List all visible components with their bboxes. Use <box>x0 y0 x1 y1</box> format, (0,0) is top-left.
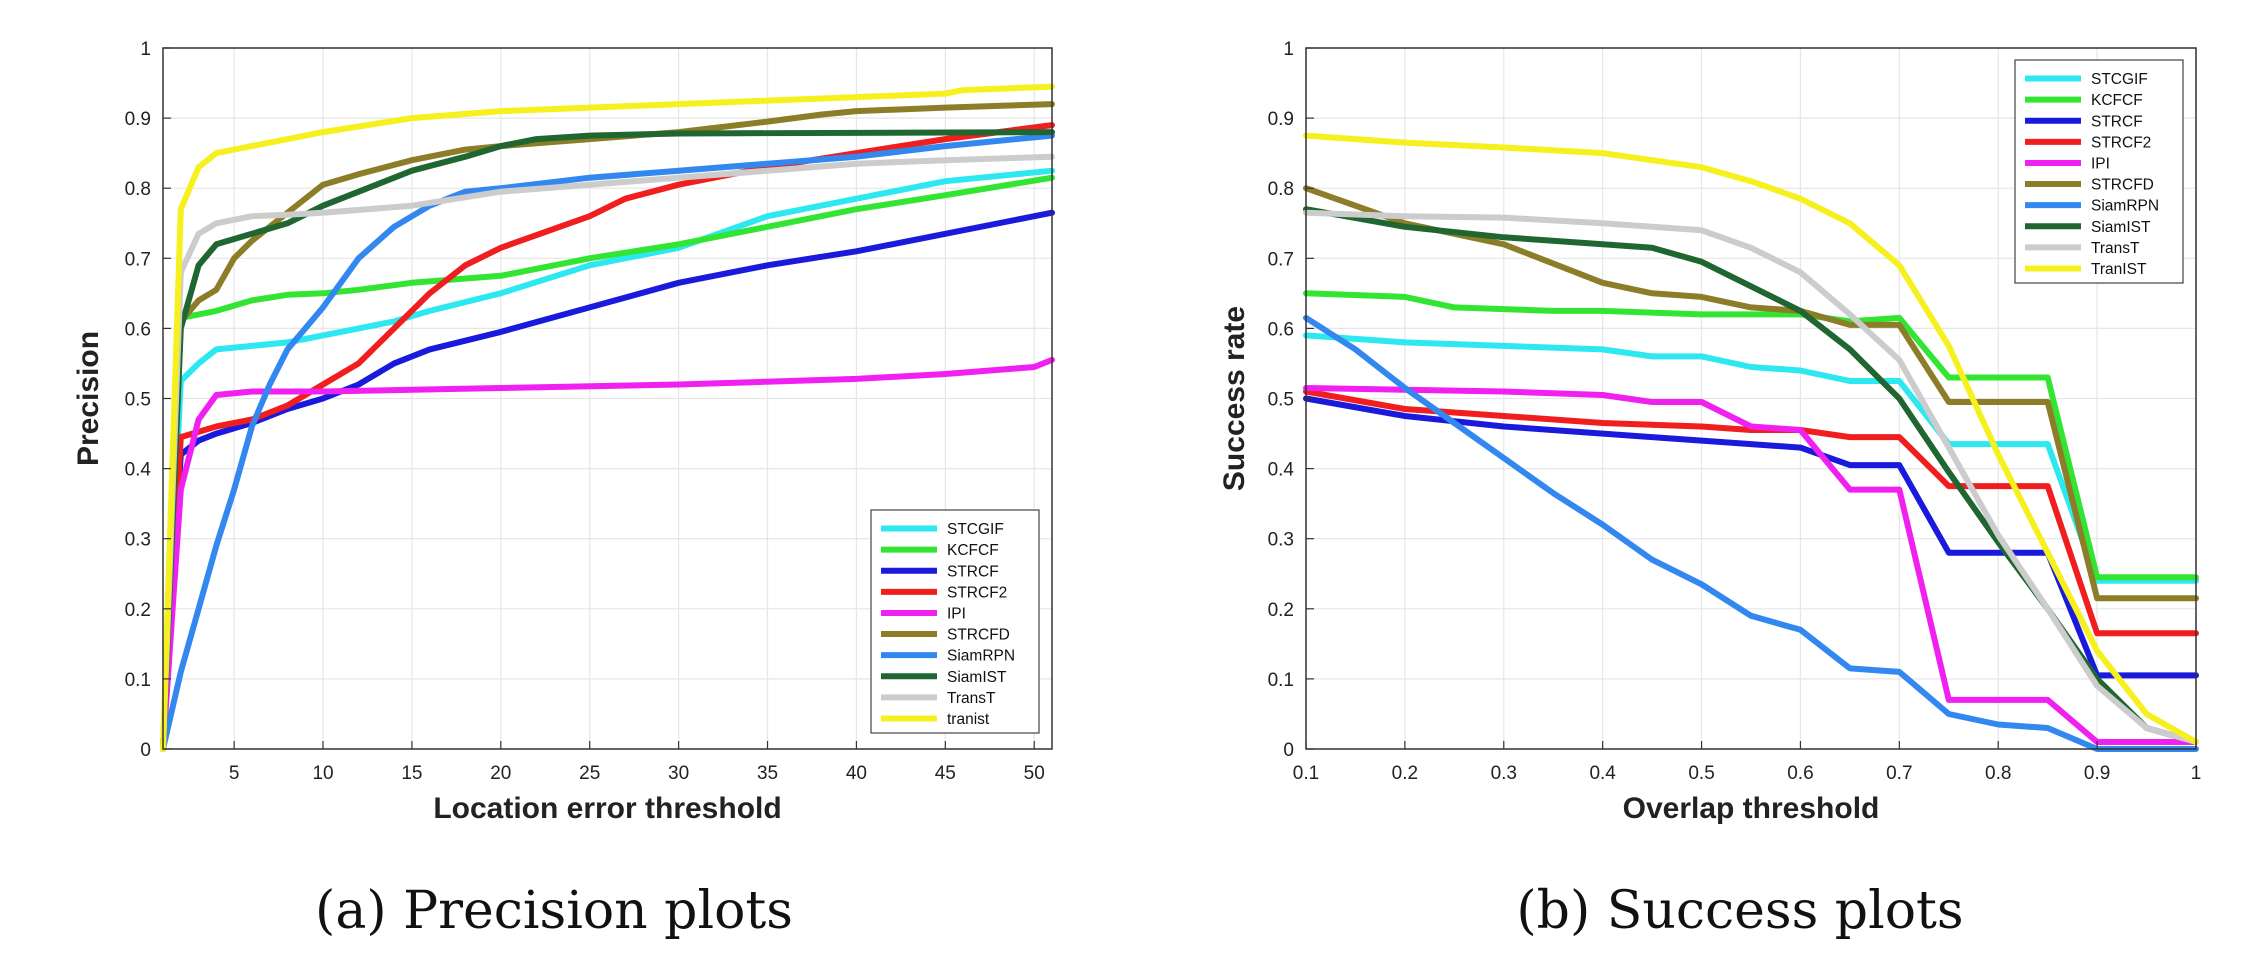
x-tick-label: 40 <box>846 763 867 784</box>
legend-label-siamist: SiamIST <box>947 669 1007 686</box>
series-line-transt <box>1303 209 2199 745</box>
x-tick-label: 5 <box>229 763 240 784</box>
y-tick-label: 0.2 <box>1268 600 1294 621</box>
series-line-transt <box>160 153 1055 752</box>
series-line-tranist <box>160 83 1055 752</box>
legend-label-strcf2: STRCF2 <box>2091 134 2151 151</box>
x-tick-label: 0.9 <box>2084 763 2110 784</box>
legend-label-strcfd: STRCFD <box>2091 177 2154 194</box>
y-tick-label: 0.4 <box>1268 460 1295 481</box>
x-tick-label: 0.8 <box>1985 763 2011 784</box>
series-line-ipi <box>160 356 1055 752</box>
x-tick-label: 25 <box>579 763 600 784</box>
x-tick-label: 0.7 <box>1886 763 1912 784</box>
x-tick-label: 20 <box>490 763 511 784</box>
y-tick-label: 0.3 <box>125 530 151 551</box>
x-tick-label: 0.6 <box>1787 763 1813 784</box>
y-axis-label: Success rate <box>1218 306 1251 491</box>
y-tick-label: 0.8 <box>1268 179 1294 200</box>
legend-label-strcf2: STRCF2 <box>947 584 1007 601</box>
x-tick-label: 0.3 <box>1491 763 1517 784</box>
y-tick-label: 0.3 <box>1268 530 1294 551</box>
y-tick-label: 0.1 <box>1268 670 1294 691</box>
legend-label-tranist: tranist <box>947 711 990 728</box>
x-tick-label: 15 <box>401 763 422 784</box>
legend-label-ipi: IPI <box>2091 155 2110 172</box>
legend-label-kcfcf: KCFCF <box>2091 92 2143 109</box>
y-tick-label: 0.7 <box>125 249 151 270</box>
series-line-tranist <box>1303 132 2199 745</box>
legend-label-siamist: SiamIST <box>2091 219 2151 236</box>
y-tick-label: 0.7 <box>1268 249 1294 270</box>
legend-label-ipi: IPI <box>947 605 966 622</box>
y-tick-label: 0.6 <box>1268 319 1294 340</box>
y-tick-label: 0 <box>1283 740 1294 761</box>
y-tick-label: 0.4 <box>125 460 152 481</box>
x-tick-label: 0.5 <box>1688 763 1714 784</box>
legend-label-stcgif: STCGIF <box>2091 71 2148 88</box>
legend-label-strcf: STRCF <box>2091 113 2143 130</box>
legend-label-tranist: TranIST <box>2091 261 2147 278</box>
x-tick-label: 50 <box>1024 763 1045 784</box>
series-line-siamrpn <box>160 132 1055 752</box>
series-line-stcgif <box>160 167 1055 752</box>
y-tick-label: 0.5 <box>125 390 151 411</box>
legend-label-strcf: STRCF <box>947 563 999 580</box>
legend-label-kcfcf: KCFCF <box>947 542 999 559</box>
legend-label-transt: TransT <box>2091 240 2140 257</box>
x-tick-label: 0.1 <box>1293 763 1319 784</box>
series-line-siamrpn <box>1303 314 2199 752</box>
x-tick-label: 0.4 <box>1589 763 1616 784</box>
x-tick-label: 10 <box>312 763 333 784</box>
series-line-strcfd <box>160 101 1055 752</box>
series-line-siamist <box>160 129 1055 752</box>
figure-caption: (a) Precision plots <box>315 881 793 941</box>
y-tick-label: 0.9 <box>1268 109 1294 130</box>
series-line-stcgif <box>1303 332 2199 584</box>
figure-caption: (b) Success plots <box>1516 881 1963 941</box>
y-tick-label: 1 <box>1283 39 1294 60</box>
chart-success: 0.1 0.2 0.3 0.4 0.5 0.6 0.7 0.8 0.9 100.10.20.30.… <box>1218 39 2201 941</box>
legend-label-transt: TransT <box>947 690 996 707</box>
legend-label-siamrpn: SiamRPN <box>2091 198 2159 215</box>
x-tick-label: 45 <box>935 763 956 784</box>
y-tick-label: 0.2 <box>125 600 151 621</box>
y-tick-label: 1 <box>140 39 151 60</box>
x-axis-label: Overlap threshold <box>1623 792 1880 825</box>
series-line-strcf <box>160 209 1055 752</box>
legend: STCGIF KCFCF STRCF STRCF2 IPI STRCFD SiamRPN Si… <box>870 509 1040 734</box>
y-axis-label: Precision <box>72 331 105 466</box>
y-tick-label: 0.6 <box>125 319 151 340</box>
x-tick-label: 30 <box>668 763 689 784</box>
x-tick-label: 35 <box>757 763 778 784</box>
y-tick-label: 0.1 <box>125 670 151 691</box>
series-line-ipi <box>1303 385 2199 745</box>
legend-label-stcgif: STCGIF <box>947 521 1004 538</box>
y-tick-label: 0 <box>140 740 151 761</box>
legend-label-strcfd: STRCFD <box>947 627 1010 644</box>
x-axis-label: Location error threshold <box>433 792 781 825</box>
y-tick-label: 0.5 <box>1268 390 1294 411</box>
x-tick-label: 0.2 <box>1392 763 1418 784</box>
legend: STCGIF KCFCF STRCF STRCF2 IPI STRCFD SiamRPN Si… <box>2014 59 2184 284</box>
series-line-strcfd <box>1303 185 2199 602</box>
y-tick-label: 0.8 <box>125 179 151 200</box>
legend-label-siamrpn: SiamRPN <box>947 648 1015 665</box>
y-tick-label: 0.9 <box>125 109 151 130</box>
chart-precision: 5 10 15 20 25 30 35 40 45 50 0 0.1 0.2 0.3 0.4 0.5 0.6 0.… <box>72 39 1055 941</box>
series-line-strcf <box>1303 395 2199 679</box>
series-line-kcfcf <box>160 174 1055 752</box>
x-tick-label: 1 <box>2191 763 2202 784</box>
